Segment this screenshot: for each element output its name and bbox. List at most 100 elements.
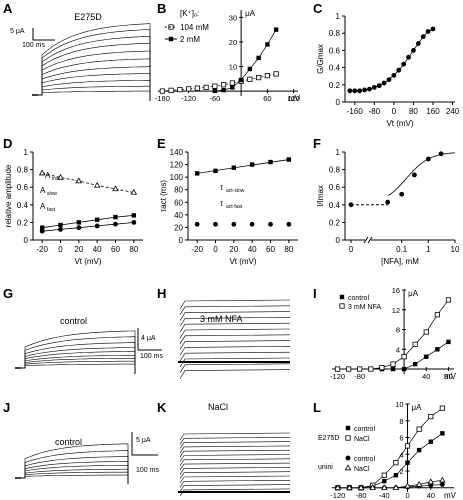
series-line xyxy=(214,29,277,92)
x-tick-label: 20 xyxy=(229,245,238,254)
data-point xyxy=(412,361,418,367)
y-axis-label: relative amplitude xyxy=(4,164,13,227)
panel-letter-k: K xyxy=(157,400,167,415)
y-tick-label: 0 xyxy=(179,236,184,245)
data-point xyxy=(334,366,341,372)
legend-item-control: control xyxy=(354,426,375,433)
series-line xyxy=(337,479,443,489)
data-point xyxy=(221,82,227,88)
data-point xyxy=(186,86,192,92)
current-trace xyxy=(179,340,291,350)
y-tick-label: 0.6 xyxy=(17,183,29,192)
current-trace xyxy=(179,311,291,321)
data-point xyxy=(113,221,118,227)
x-tick-label: 40 xyxy=(427,491,435,500)
current-trace xyxy=(179,445,291,454)
legend-item-nacl: NaCl xyxy=(354,436,370,443)
data-point xyxy=(399,191,405,197)
data-point xyxy=(362,87,367,93)
y-unit-label: μA xyxy=(245,9,256,18)
y-tick-label: 0.8 xyxy=(329,29,341,38)
current-trace xyxy=(36,35,151,101)
data-point xyxy=(385,199,391,205)
x-tick-label: 60 xyxy=(111,245,120,254)
y-tick-label: 4 xyxy=(396,345,400,354)
panel-letter-b: B xyxy=(157,1,166,16)
series-line xyxy=(42,215,134,229)
current-trace xyxy=(179,322,291,333)
data-point xyxy=(221,87,226,93)
current-trace xyxy=(19,471,129,484)
data-point xyxy=(424,354,429,359)
x-tick-label: 0.1 xyxy=(396,245,408,254)
panel-letter-f: F xyxy=(313,136,321,151)
y-tick-label: 20 xyxy=(229,38,237,47)
data-point xyxy=(401,354,407,360)
x-tick-label: -80 xyxy=(356,491,367,500)
data-point xyxy=(194,171,200,176)
legend-a-slow-label: A xyxy=(40,186,46,195)
y-axis-label: I/Imax xyxy=(316,185,325,207)
data-point xyxy=(434,312,440,318)
legend-item-nfa: 3 mM NFA xyxy=(348,304,381,311)
data-point xyxy=(249,162,255,167)
y-tick-label: 0.2 xyxy=(17,218,29,227)
data-point xyxy=(273,71,279,77)
x-tick-label: 0 xyxy=(349,245,354,254)
data-point xyxy=(357,366,363,372)
current-trace xyxy=(179,334,291,344)
data-point xyxy=(446,339,451,345)
data-point xyxy=(238,77,244,83)
current-trace xyxy=(179,346,291,356)
data-point xyxy=(423,329,429,335)
trace-label-e275d: E275D xyxy=(74,12,102,22)
current-trace xyxy=(19,336,136,374)
data-point xyxy=(346,484,353,491)
y-tick-label: 80 xyxy=(174,186,183,195)
panel-h-traces: 3 mM NFA xyxy=(178,299,291,379)
y-tick-label: 1 xyxy=(24,148,29,157)
data-point xyxy=(286,221,292,227)
data-point xyxy=(404,443,411,449)
y-tick-label: 16 xyxy=(392,286,400,295)
x-tick-label: 80 xyxy=(444,372,452,381)
y-tick-label: 60 xyxy=(174,198,183,207)
data-point xyxy=(203,84,209,90)
x-tick-label: 0 xyxy=(58,245,63,254)
chart-i: -120 -80 40 80 4 8 12 16 μA mV control 3 mM NFA xyxy=(330,286,457,381)
trace-label-nacl: NaCl xyxy=(208,402,228,412)
data-point xyxy=(438,151,444,157)
data-point xyxy=(159,88,165,94)
data-point xyxy=(416,426,422,432)
scalebar-time-label: 100 ms xyxy=(136,467,159,474)
y-tick-label: 0.6 xyxy=(329,183,341,192)
legend-tau-slow: τ xyxy=(220,183,224,192)
data-point xyxy=(352,88,358,94)
current-trace xyxy=(19,456,129,484)
x-tick-label: -60 xyxy=(209,94,220,103)
scalebar-current-label: 5 μA xyxy=(10,28,25,35)
current-trace xyxy=(179,351,291,362)
current-trace xyxy=(179,480,291,488)
x-tick-label: -80 xyxy=(354,372,365,381)
panel-letter-h: H xyxy=(157,286,166,301)
data-point xyxy=(420,34,426,40)
series-line xyxy=(337,484,443,489)
current-trace xyxy=(179,484,291,492)
x-tick-label: 80 xyxy=(409,107,418,116)
legend-item-2mm: 2 mM xyxy=(180,35,200,44)
panel-letter-j: J xyxy=(3,400,10,415)
x-axis-label: Vt (mV) xyxy=(74,257,101,266)
data-point xyxy=(428,439,433,444)
current-trace xyxy=(19,330,136,374)
panel-a-traces: E275D 5 μA 100 ms xyxy=(10,12,151,101)
data-point xyxy=(58,227,63,232)
x-tick-label: 120 xyxy=(287,94,300,103)
data-point xyxy=(194,221,200,227)
data-point xyxy=(212,83,218,89)
data-point xyxy=(439,476,446,483)
data-point xyxy=(345,435,351,441)
current-trace xyxy=(36,79,151,101)
data-point xyxy=(273,27,279,32)
